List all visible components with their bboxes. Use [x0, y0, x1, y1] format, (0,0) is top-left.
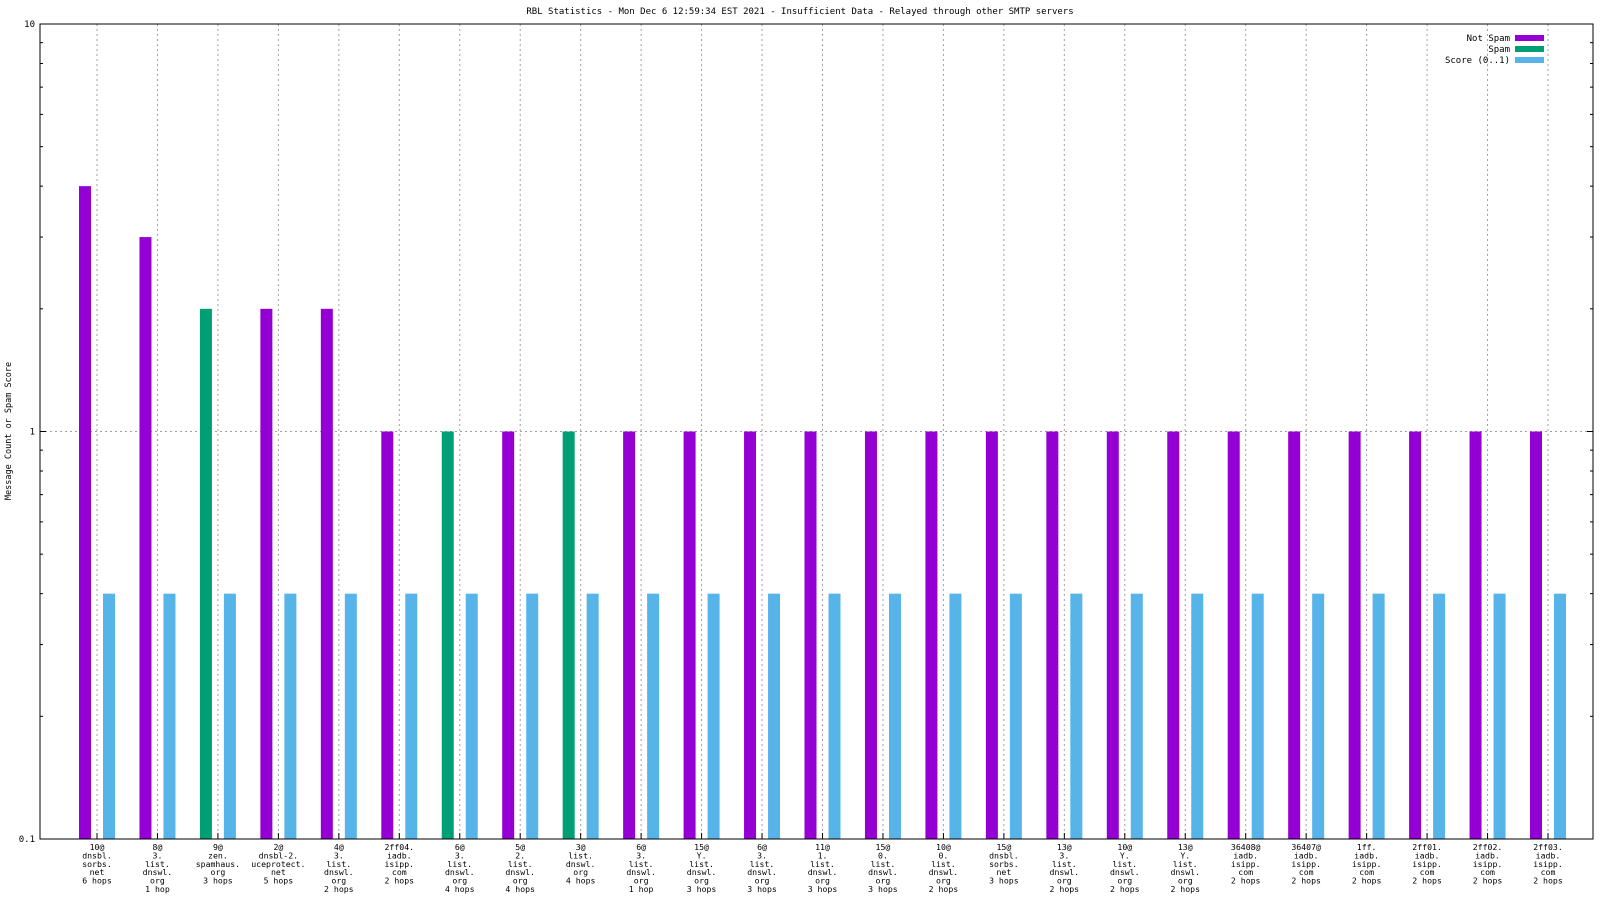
bar-score — [465, 593, 478, 839]
x-tick-label: 10@ dnsbl. sorbs. net 6 hops — [82, 842, 112, 886]
bar-score — [707, 593, 720, 839]
chart-title: RBL Statistics - Mon Dec 6 12:59:34 EST … — [526, 7, 1073, 17]
bar-not-spam — [1167, 431, 1180, 839]
x-tick-label: 15@ 0. list. dnswl. org 3 hops — [868, 842, 898, 894]
bar-score — [1191, 593, 1204, 839]
bar-not-spam — [1227, 431, 1240, 839]
bar-score — [768, 593, 781, 839]
x-tick-label: 8@ 3. list. dnswl. org 1 hop — [143, 842, 173, 894]
bar-not-spam — [1530, 431, 1542, 839]
bar-spam — [562, 431, 575, 839]
bar-score — [284, 593, 297, 839]
bar-score — [103, 593, 115, 839]
x-tick-label: 11@ 1. list. dnswl. org 3 hops — [808, 842, 838, 894]
bar-score — [586, 593, 599, 839]
bar-score — [1493, 593, 1506, 839]
x-tick-label: 13@ 3. list. dnswl. org 2 hops — [1050, 842, 1080, 894]
x-tick-label: 6@ 3. list. dnswl. org 3 hops — [747, 842, 777, 894]
bar-not-spam — [623, 431, 636, 839]
bar-not-spam — [864, 431, 877, 839]
bar-score — [949, 593, 962, 839]
legend-swatch — [1515, 46, 1544, 52]
x-tick-label: 15@ Y. list. dnswl. org 3 hops — [687, 842, 717, 894]
bar-not-spam — [1046, 431, 1059, 839]
x-tick-label: 2ff01. iadb. isipp. com 2 hops — [1412, 842, 1442, 886]
bar-not-spam — [1106, 431, 1119, 839]
bar-score — [1554, 593, 1566, 839]
bar-score — [526, 593, 539, 839]
legend-swatch — [1515, 35, 1544, 41]
bar-score — [344, 593, 357, 839]
bar-score — [1372, 593, 1385, 839]
axes-layer: 10@ dnsbl. sorbs. net 6 hops 8@ 3. list. dnswl. o… — [19, 20, 1593, 894]
x-tick-label: 36407@ iadb. isipp. com 2 hops — [1291, 842, 1321, 886]
bar-not-spam — [1288, 431, 1301, 839]
y-axis-label: Message Count or Spam Score — [4, 362, 14, 500]
legend-label: Score (0..1) — [1445, 56, 1510, 66]
x-tick-label: 2ff03. iadb. isipp. com 2 hops — [1533, 842, 1563, 886]
bar-score — [163, 593, 176, 839]
bar-score — [1251, 593, 1264, 839]
x-tick-label: 13@ Y. list. dnswl. org 2 hops — [1170, 842, 1200, 894]
bar-score — [888, 593, 901, 839]
legend-label: Spam — [1488, 45, 1510, 55]
bar-spam — [199, 308, 212, 839]
bar-not-spam — [683, 431, 696, 839]
bar-score — [223, 593, 236, 839]
x-tick-label: 6@ 3. list. dnswl. org 4 hops — [445, 842, 475, 894]
x-tick-label: 6@ 3. list. dnswl. org 1 hop — [626, 842, 656, 894]
x-tick-label: 10@ 0. list. dnswl. org 2 hops — [929, 842, 959, 894]
x-tick-label: 2@ dnsbl-2. uceprotect. net 5 hops — [251, 842, 305, 886]
y-tick-label: 1 — [30, 428, 35, 438]
y-tick-label: 0.1 — [19, 835, 35, 845]
bar-not-spam — [502, 431, 515, 839]
x-tick-label: 5@ 2. list. dnswl. org 4 hops — [505, 842, 535, 894]
x-tick-label: 10@ Y. list. dnswl. org 2 hops — [1110, 842, 1140, 894]
x-tick-label: 36408@ iadb. isipp. com 2 hops — [1231, 842, 1261, 886]
x-tick-label: 9@ zen. spamhaus. org 3 hops — [196, 842, 240, 886]
x-tick-label: 3@ list. dnswl. org 4 hops — [566, 842, 596, 886]
bars-layer — [79, 186, 1566, 840]
x-tick-label: 1ff. iadb. isipp. com 2 hops — [1352, 842, 1382, 886]
bar-not-spam — [79, 186, 91, 840]
bar-not-spam — [260, 308, 273, 839]
bar-not-spam — [744, 431, 757, 839]
x-tick-label: 4@ 3. list. dnswl. org 2 hops — [324, 842, 354, 894]
bar-score — [1070, 593, 1083, 839]
bar-score — [647, 593, 660, 839]
bar-not-spam — [139, 237, 152, 839]
x-tick-label: 2ff02. iadb. isipp. com 2 hops — [1473, 842, 1503, 886]
bar-spam — [441, 431, 454, 839]
legend-label: Not Spam — [1467, 34, 1510, 44]
bar-not-spam — [925, 431, 938, 839]
bar-not-spam — [804, 431, 817, 839]
x-tick-label: 2ff04. iadb. isipp. com 2 hops — [385, 842, 415, 886]
bar-not-spam — [320, 308, 333, 839]
bar-score — [1130, 593, 1143, 839]
bar-not-spam — [1469, 431, 1482, 839]
bar-not-spam — [1348, 431, 1361, 839]
bar-score — [828, 593, 841, 839]
x-tick-label: 15@ dnsbl. sorbs. net 3 hops — [989, 842, 1019, 886]
bar-score — [405, 593, 418, 839]
bar-score — [1312, 593, 1325, 839]
bar-not-spam — [985, 431, 998, 839]
legend-swatch — [1515, 57, 1544, 63]
bar-score — [1433, 593, 1446, 839]
y-tick-label: 10 — [24, 20, 35, 30]
bar-not-spam — [1409, 431, 1422, 839]
bar-score — [1009, 593, 1022, 839]
bar-not-spam — [381, 431, 394, 839]
